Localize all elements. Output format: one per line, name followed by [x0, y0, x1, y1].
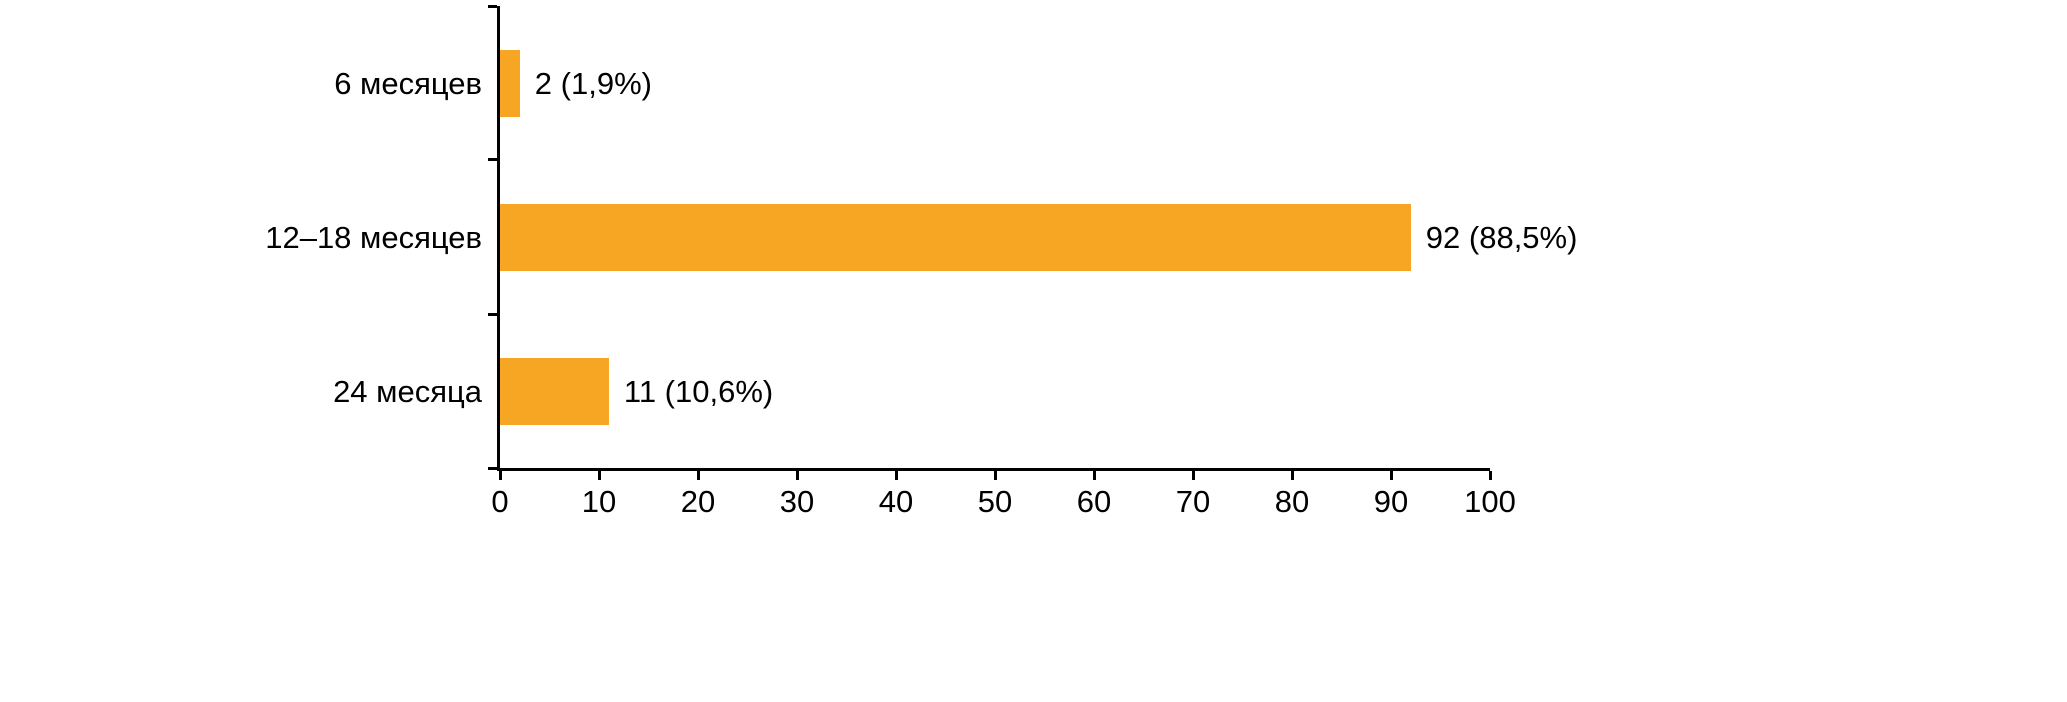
y-axis-tick: [488, 466, 497, 470]
x-axis-tick: [1191, 471, 1195, 480]
category-label: 24 месяца: [333, 373, 482, 409]
value-label: 11 (10,6%): [623, 373, 774, 409]
x-axis-tick: [1092, 471, 1096, 480]
x-axis-tick: [1290, 471, 1294, 480]
y-axis-tick: [488, 4, 497, 8]
x-axis-tick-label: 20: [680, 484, 716, 519]
x-axis-tick-label: 90: [1373, 484, 1409, 519]
x-axis-tick: [696, 471, 700, 480]
value-label: 92 (88,5%): [1425, 219, 1578, 255]
x-axis-tick: [993, 471, 997, 480]
x-axis-tick: [795, 471, 799, 480]
x-axis-tick: [1389, 471, 1393, 480]
bar: [500, 357, 609, 425]
x-axis-tick-label: 50: [977, 484, 1013, 519]
x-axis-tick: [498, 471, 502, 480]
bar-row: 12–18 месяцев 92 (88,5%): [265, 160, 1577, 314]
y-axis-tick: [488, 158, 497, 162]
x-axis-tick-label: 30: [779, 484, 815, 519]
category-label: 6 месяцев: [334, 65, 482, 101]
bar-row: 6 месяцев 2 (1,9%): [334, 6, 1490, 160]
bar: [500, 49, 520, 117]
x-axis-tick: [894, 471, 898, 480]
y-axis-tick: [488, 312, 497, 316]
value-label: 2 (1,9%): [534, 65, 652, 101]
x-axis-tick-label: 60: [1076, 484, 1112, 519]
plot-area: 6 месяцев 2 (1,9%) 12–18 месяцев 92 (88,…: [265, 4, 1577, 517]
x-axis-tick-label: 40: [878, 484, 914, 519]
category-label: 12–18 месяцев: [265, 219, 482, 255]
bar: [500, 203, 1411, 271]
x-axis-tick-label: 100: [1464, 484, 1516, 519]
bar-row: 24 месяца 11 (10,6%): [333, 314, 1490, 468]
x-axis-tick-label: 70: [1175, 484, 1211, 519]
x-axis-tick: [1488, 471, 1492, 480]
x-axis-tick: [597, 471, 601, 480]
x-axis-tick-label: 0: [491, 484, 509, 519]
x-axis-tick-label: 10: [581, 484, 617, 519]
x-axis-tick-label: 80: [1274, 484, 1310, 519]
